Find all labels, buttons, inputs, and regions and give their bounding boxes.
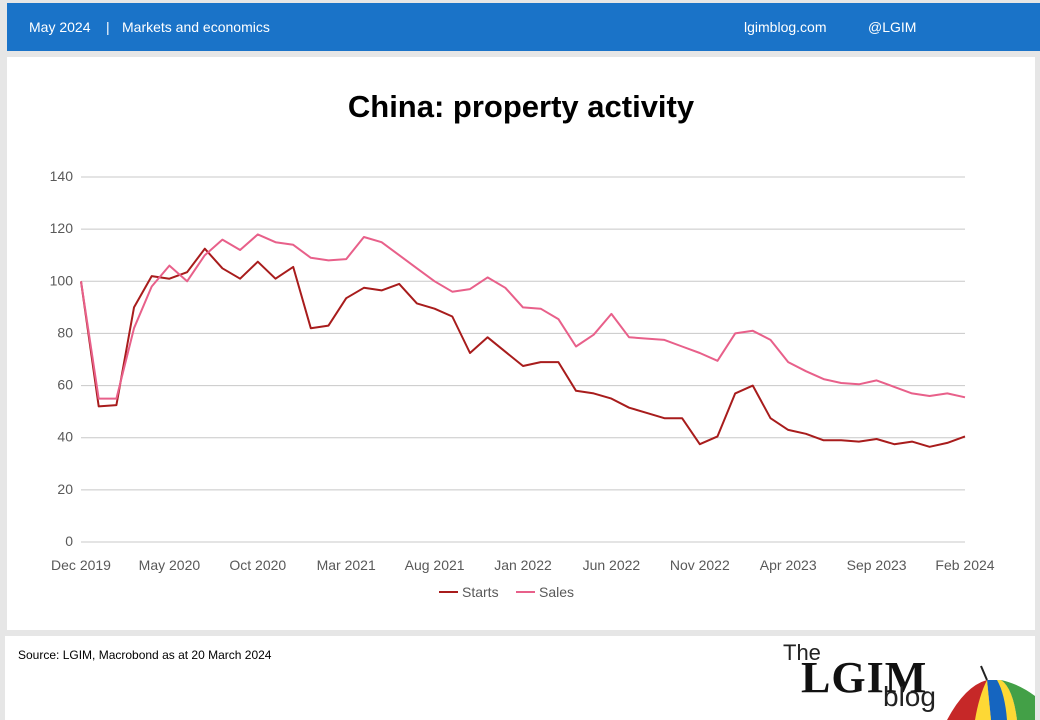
y-tick-label: 140 <box>50 168 74 184</box>
y-tick-label: 80 <box>57 324 73 340</box>
header-separator: | <box>106 19 110 35</box>
y-tick-label: 120 <box>50 220 74 236</box>
logo-lgim: LGIM <box>801 653 928 702</box>
line-chart: 0 20 40 60 80 100 120 140 Dec 2019 May 2020 Oct 20… <box>50 168 995 600</box>
series-line-sales <box>80 233 966 400</box>
x-tick-label: May 2020 <box>139 557 201 573</box>
header-handle-link[interactable]: @LGIM <box>868 19 917 35</box>
y-tick-label: 0 <box>65 533 73 549</box>
x-tick-label: Nov 2022 <box>670 557 730 573</box>
x-tick-label: Jun 2022 <box>583 557 641 573</box>
x-tick-label: Jan 2022 <box>494 557 552 573</box>
y-tick-label: 20 <box>57 481 73 497</box>
y-tick-label: 100 <box>50 272 74 288</box>
footer: Source: LGIM, Macrobond as at 20 March 2… <box>5 636 1035 720</box>
legend-label-starts: Starts <box>462 584 499 600</box>
x-tick-label: Oct 2020 <box>229 557 286 573</box>
x-tick-label: Mar 2021 <box>317 557 376 573</box>
umbrella-logo-icon <box>947 665 1035 720</box>
chart-panel: China: property activity 0 20 40 60 80 100 120… <box>7 57 1035 630</box>
source-note: Source: LGIM, Macrobond as at 20 March 2… <box>18 648 272 662</box>
chart-title: China: property activity <box>347 89 695 124</box>
series-line-starts <box>80 247 966 448</box>
x-tick-label: Feb 2024 <box>935 557 994 573</box>
x-tick-label: Aug 2021 <box>405 557 465 573</box>
header-date: May 2024 <box>29 19 91 35</box>
header-section-link[interactable]: Markets and economics <box>122 19 270 35</box>
header-site-link[interactable]: lgimblog.com <box>744 19 827 35</box>
x-tick-label: Sep 2023 <box>847 557 907 573</box>
y-tick-label: 40 <box>57 429 73 445</box>
x-tick-label: Apr 2023 <box>760 557 817 573</box>
header-bar: May 2024 | Markets and economics lgimblo… <box>7 3 1040 51</box>
logo-the: The <box>783 640 821 665</box>
y-tick-label: 60 <box>57 377 73 393</box>
legend-label-sales: Sales <box>539 584 574 600</box>
x-tick-label: Dec 2019 <box>51 557 111 573</box>
logo-blog: blog <box>883 681 936 712</box>
